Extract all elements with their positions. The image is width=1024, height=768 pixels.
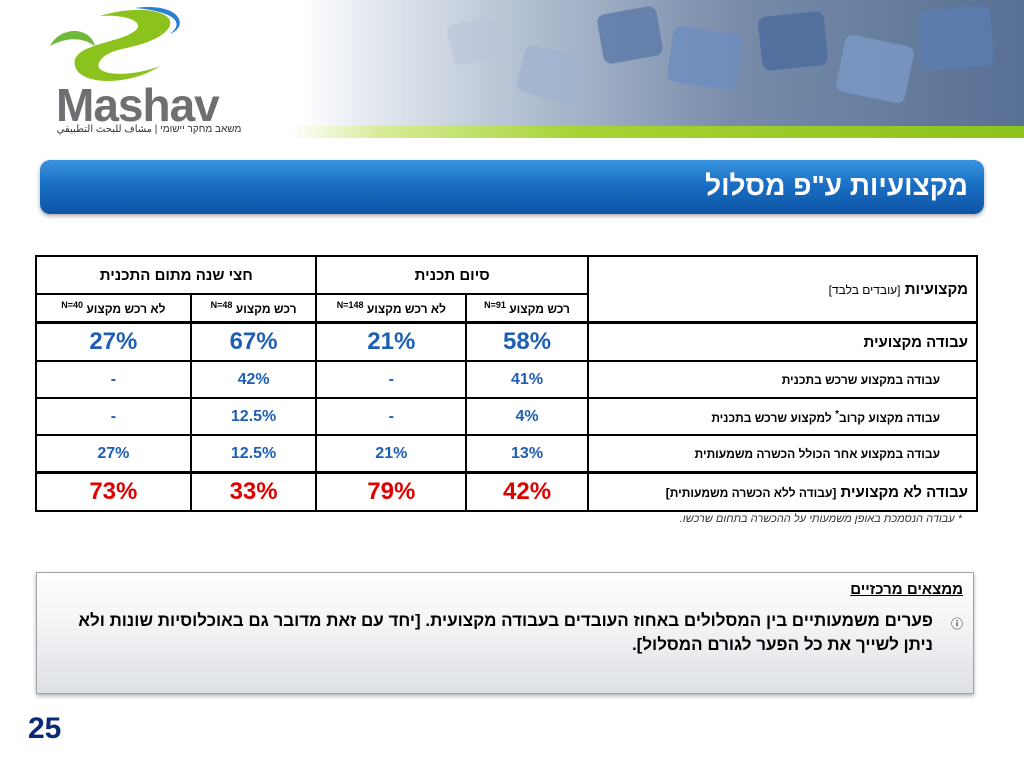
col-header: לא רכש מקצוע N=40 xyxy=(35,293,192,324)
row-label: עבודה במקצוע אחר הכולל הכשרה משמעותית xyxy=(586,434,979,474)
table-cell: - xyxy=(315,360,468,399)
table-cell: - xyxy=(315,397,468,436)
table-cell: 33% xyxy=(189,471,318,512)
logo-wordmark: Mashav xyxy=(56,79,220,131)
table-row: עבודה מקצוע קרוב* למקצוע שרכש בתכנית 4% … xyxy=(35,397,979,436)
table-cell: 12.5% xyxy=(189,434,318,474)
mashav-logo-icon xyxy=(50,7,180,81)
row-label: עבודה לא מקצועית [עבודה ללא הכשרה משמעות… xyxy=(586,471,979,512)
table-cell: 42% xyxy=(465,471,589,512)
row-label: עבודה מקצועית xyxy=(586,321,979,362)
table-row: עבודה לא מקצועית [עבודה ללא הכשרה משמעות… xyxy=(35,471,979,512)
page-title: מקצועיות ע"פ מסלול xyxy=(705,170,968,201)
table-row-header: מקצועיות [עובדים בלבד] xyxy=(586,255,979,324)
table-cell: 27% xyxy=(35,321,192,362)
info-bullet-icon: ⓘ xyxy=(950,617,963,631)
table-cell: - xyxy=(35,397,192,436)
findings-bullet: פערים משמעותיים בין המסלולים באחוז העובד… xyxy=(78,611,933,654)
col-header: רכש מקצוע N=91 xyxy=(465,293,589,324)
table-cell: 21% xyxy=(315,321,468,362)
row-label: עבודה במקצוע שרכש בתכנית xyxy=(586,360,979,399)
table-row: עבודה במקצוע שרכש בתכנית 41% - 42% - xyxy=(35,360,979,399)
table-cell: 79% xyxy=(315,471,468,512)
row-label: עבודה מקצוע קרוב* למקצוע שרכש בתכנית xyxy=(586,397,979,436)
table-cell: 67% xyxy=(189,321,318,362)
table-row: עבודה מקצועית 58% 21% 67% 27% xyxy=(35,321,979,362)
title-bar: מקצועיות ע"פ מסלול xyxy=(40,160,984,214)
col-header: לא רכש מקצוע N=148 xyxy=(315,293,468,324)
findings-title: ממצאים מרכזיים xyxy=(850,581,963,598)
page-number: 25 xyxy=(28,712,62,745)
table-cell: 12.5% xyxy=(189,397,318,436)
key-findings-box: ממצאים מרכזיים ⓘ פערים משמעותיים בין המס… xyxy=(36,572,974,694)
group-header-end: סיום תכנית xyxy=(315,255,589,295)
table-cell: 41% xyxy=(465,360,589,399)
table-cell: 21% xyxy=(315,434,468,474)
table-row: עבודה במקצוע אחר הכולל הכשרה משמעותית 13… xyxy=(35,434,979,474)
col-header: רכש מקצוע N=48 xyxy=(189,293,318,324)
table-cell: 27% xyxy=(35,434,192,474)
logo-tagline: משאב מחקר יישומי | مشاف للبحث التطبيقي xyxy=(56,124,242,135)
puzzle-banner-image xyxy=(300,0,1024,128)
table-cell: 4% xyxy=(465,397,589,436)
group-header-half-year: חצי שנה מתום התכנית xyxy=(34,255,318,295)
table-cell: - xyxy=(35,360,192,399)
table-cell: 42% xyxy=(189,360,318,399)
professionalism-table: מקצועיות [עובדים בלבד] סיום תכנית חצי שנ… xyxy=(34,255,979,512)
table-cell: 73% xyxy=(35,471,192,512)
table-cell: 58% xyxy=(465,321,589,362)
table-footnote: * עבודה הנסמכת באופן משמעותי על ההכשרה ב… xyxy=(679,513,962,525)
table-cell: 13% xyxy=(465,434,589,474)
header-green-strip xyxy=(290,126,1024,138)
